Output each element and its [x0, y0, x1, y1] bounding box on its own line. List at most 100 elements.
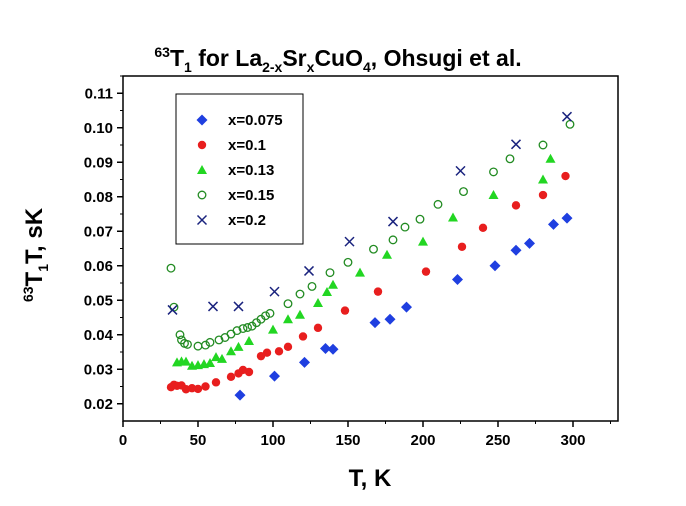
data-point	[303, 265, 315, 276]
y-tick-label: 0.10	[84, 120, 113, 137]
series-1	[234, 212, 573, 401]
y-tick-label: 0.07	[84, 223, 113, 240]
data-point	[327, 343, 339, 355]
data-point	[274, 347, 284, 356]
data-point	[233, 341, 244, 351]
data-point	[205, 337, 215, 347]
data-point	[283, 314, 293, 324]
data-point	[459, 187, 468, 197]
data-point	[373, 287, 383, 296]
data-point	[283, 299, 293, 309]
data-point	[243, 323, 252, 332]
data-point	[283, 342, 293, 352]
data-point	[415, 214, 425, 224]
data-point	[217, 353, 227, 363]
data-point	[328, 279, 338, 289]
data-point	[207, 301, 219, 312]
data-point	[167, 304, 178, 315]
data-point	[166, 263, 176, 273]
data-point	[452, 274, 463, 286]
data-point	[265, 308, 275, 318]
data-point	[344, 236, 355, 247]
data-point	[307, 282, 317, 291]
legend-label: x=0.2	[228, 212, 266, 229]
data-point	[421, 267, 431, 276]
data-point	[313, 298, 323, 308]
data-point	[175, 330, 185, 340]
legend: x=0.075 x=0.1 x=0.13 x=0.15 x=0.2	[175, 93, 304, 245]
data-point	[488, 190, 499, 200]
data-point	[545, 153, 556, 163]
x-tick-label: 150	[335, 432, 360, 449]
data-point	[433, 199, 443, 209]
data-point	[400, 222, 410, 232]
series-2	[166, 171, 570, 394]
data-point	[511, 201, 521, 210]
y-tick-label: 0.02	[84, 396, 113, 413]
data-point	[340, 306, 350, 315]
series-5	[167, 111, 573, 315]
legend-marker	[196, 214, 208, 226]
data-point	[561, 212, 573, 224]
data-point	[538, 174, 548, 184]
data-point	[269, 286, 280, 297]
x-tick-label: 300	[560, 432, 585, 449]
data-point	[211, 352, 221, 362]
data-point	[269, 370, 280, 382]
series-4	[166, 119, 575, 351]
data-point	[355, 267, 365, 277]
data-point	[382, 249, 392, 259]
data-point	[233, 301, 244, 312]
x-tick-label: 0	[119, 432, 127, 449]
data-point	[211, 378, 221, 387]
data-point	[226, 372, 236, 382]
legend-marker	[196, 114, 208, 126]
data-point	[201, 382, 210, 391]
x-tick-label: 250	[485, 432, 510, 449]
legend-marker	[197, 140, 207, 150]
data-point	[325, 268, 335, 278]
data-point	[234, 389, 246, 401]
series-3	[172, 153, 556, 370]
data-point	[387, 216, 399, 227]
data-point	[320, 343, 331, 355]
x-tick-label: 50	[190, 432, 207, 449]
y-tick-label: 0.08	[84, 189, 113, 206]
data-point	[538, 140, 548, 150]
data-point	[384, 313, 396, 325]
data-point	[510, 139, 522, 150]
data-point	[548, 218, 559, 230]
data-point	[565, 119, 575, 129]
x-axis-ticks: 0 50 100 150 200 250 300	[119, 421, 611, 449]
y-tick-label: 0.03	[84, 361, 113, 378]
data-point	[295, 289, 305, 299]
data-point	[369, 317, 381, 329]
data-point	[193, 384, 203, 394]
data-point	[193, 341, 203, 351]
data-point	[457, 242, 467, 251]
data-point	[295, 309, 305, 319]
data-point	[524, 237, 535, 249]
data-point	[448, 212, 458, 222]
legend-label: x=0.075	[228, 112, 283, 129]
data-point	[244, 367, 254, 377]
data-point	[244, 335, 254, 345]
y-tick-label: 0.05	[84, 292, 113, 309]
data-point	[369, 244, 378, 254]
data-point	[205, 358, 215, 368]
data-point	[388, 235, 398, 245]
y-axis-label: 63T1T, sK	[20, 207, 51, 302]
data-point	[455, 165, 466, 176]
x-axis-label: T, K	[349, 465, 392, 492]
data-point	[561, 111, 573, 122]
data-point	[226, 346, 236, 356]
data-point	[262, 348, 272, 357]
data-point	[238, 324, 248, 333]
data-point	[322, 286, 332, 296]
legend-marker	[197, 190, 207, 200]
y-tick-label: 0.09	[84, 154, 113, 171]
x-tick-label: 200	[410, 432, 435, 449]
data-point	[510, 244, 522, 256]
series-layer	[166, 111, 575, 401]
